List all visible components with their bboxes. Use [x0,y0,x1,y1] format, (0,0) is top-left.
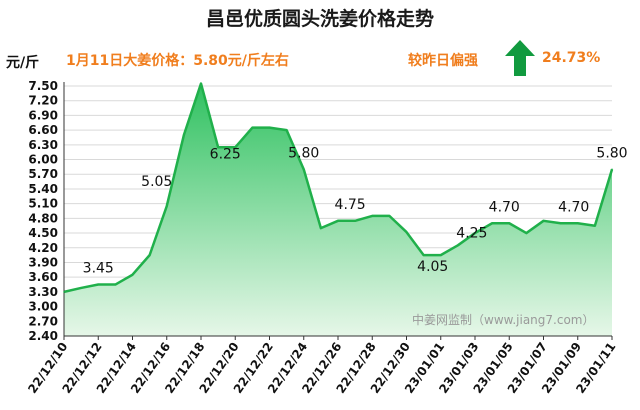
y-tick-label: 2.40 [28,329,58,343]
data-point [405,231,408,233]
y-tick-label: 5.10 [28,197,58,211]
price-note: 1月11日大姜价格：5.80元/斤左右 [66,53,289,69]
data-point [234,146,237,149]
data-point [542,220,545,222]
data-point [320,227,322,229]
data-point [148,254,151,256]
data-point [422,254,425,256]
data-point [97,283,100,286]
data-point [183,134,185,136]
data-point [80,287,82,289]
data-point [594,224,596,227]
data-label: 5.80 [288,145,319,161]
series-points [63,82,613,293]
data-labels: 3.455.056.25 5.804.754.054.254.70 4.705.80 [83,145,628,276]
y-tick-label: 3.30 [28,285,58,299]
data-point [354,220,356,222]
data-point [559,222,562,225]
watermark: 中姜网监制（www.jiang7.com） [412,313,595,327]
data-point [388,215,391,217]
data-point [268,126,271,129]
y-tick-label: 3.60 [28,270,58,284]
y-tick-label: 3.90 [28,255,58,269]
y-tick-label: 7.20 [28,94,58,108]
data-point [165,205,168,207]
data-point [63,291,65,293]
y-tick-label: 6.60 [28,123,58,137]
x-tick-labels: 22/12/1022/12/1222/12/1422/12/1622/12/18… [25,336,618,396]
y-tick-label: 4.80 [28,211,58,225]
y-tick-label: 4.50 [28,226,58,240]
area-fill [64,83,612,336]
y-tick-label: 4.20 [28,241,58,255]
data-point [251,126,254,129]
data-point [457,244,459,247]
trend-label: 较昨日偏强 [408,53,478,69]
data-point [611,168,613,171]
chart-title: 昌邑优质圆头洗姜价格走势 [205,8,434,30]
data-label: 6.25 [210,146,241,162]
y-tick-labels: 2.402.703.003.303.603.904.204.504.805.10… [28,79,58,343]
data-point [491,222,493,225]
data-point [439,254,442,256]
data-label: 4.25 [456,225,487,241]
y-tick-label: 6.30 [28,138,58,152]
data-label: 5.80 [596,145,627,161]
y-tick-label: 6.90 [28,108,58,122]
data-point [217,146,219,149]
data-point [200,82,202,85]
data-label: 4.70 [558,199,589,215]
trend-percent: 24.73% [542,50,601,66]
data-label: 4.75 [335,197,366,213]
data-point [576,222,579,225]
data-point [302,168,305,171]
data-label: 5.05 [141,174,172,190]
y-tick-label: 3.00 [28,300,58,314]
data-label: 3.45 [83,261,114,277]
data-point [525,232,528,234]
data-label: 4.70 [489,199,520,215]
y-axis-unit: 元/斤 [6,55,40,71]
data-point [371,215,374,217]
y-tick-label: 2.70 [28,314,58,328]
data-point [131,273,134,276]
y-tick-label: 5.70 [28,167,58,181]
y-tick-label: 6.00 [28,153,58,167]
data-point [474,232,476,234]
y-tick-label: 7.50 [28,79,58,93]
data-point [285,129,288,131]
y-tick-label: 5.40 [28,182,58,196]
up-arrow-icon [505,40,535,76]
data-point [337,220,339,222]
data-point [114,283,117,286]
data-point [508,222,511,225]
data-label: 4.05 [417,259,448,275]
